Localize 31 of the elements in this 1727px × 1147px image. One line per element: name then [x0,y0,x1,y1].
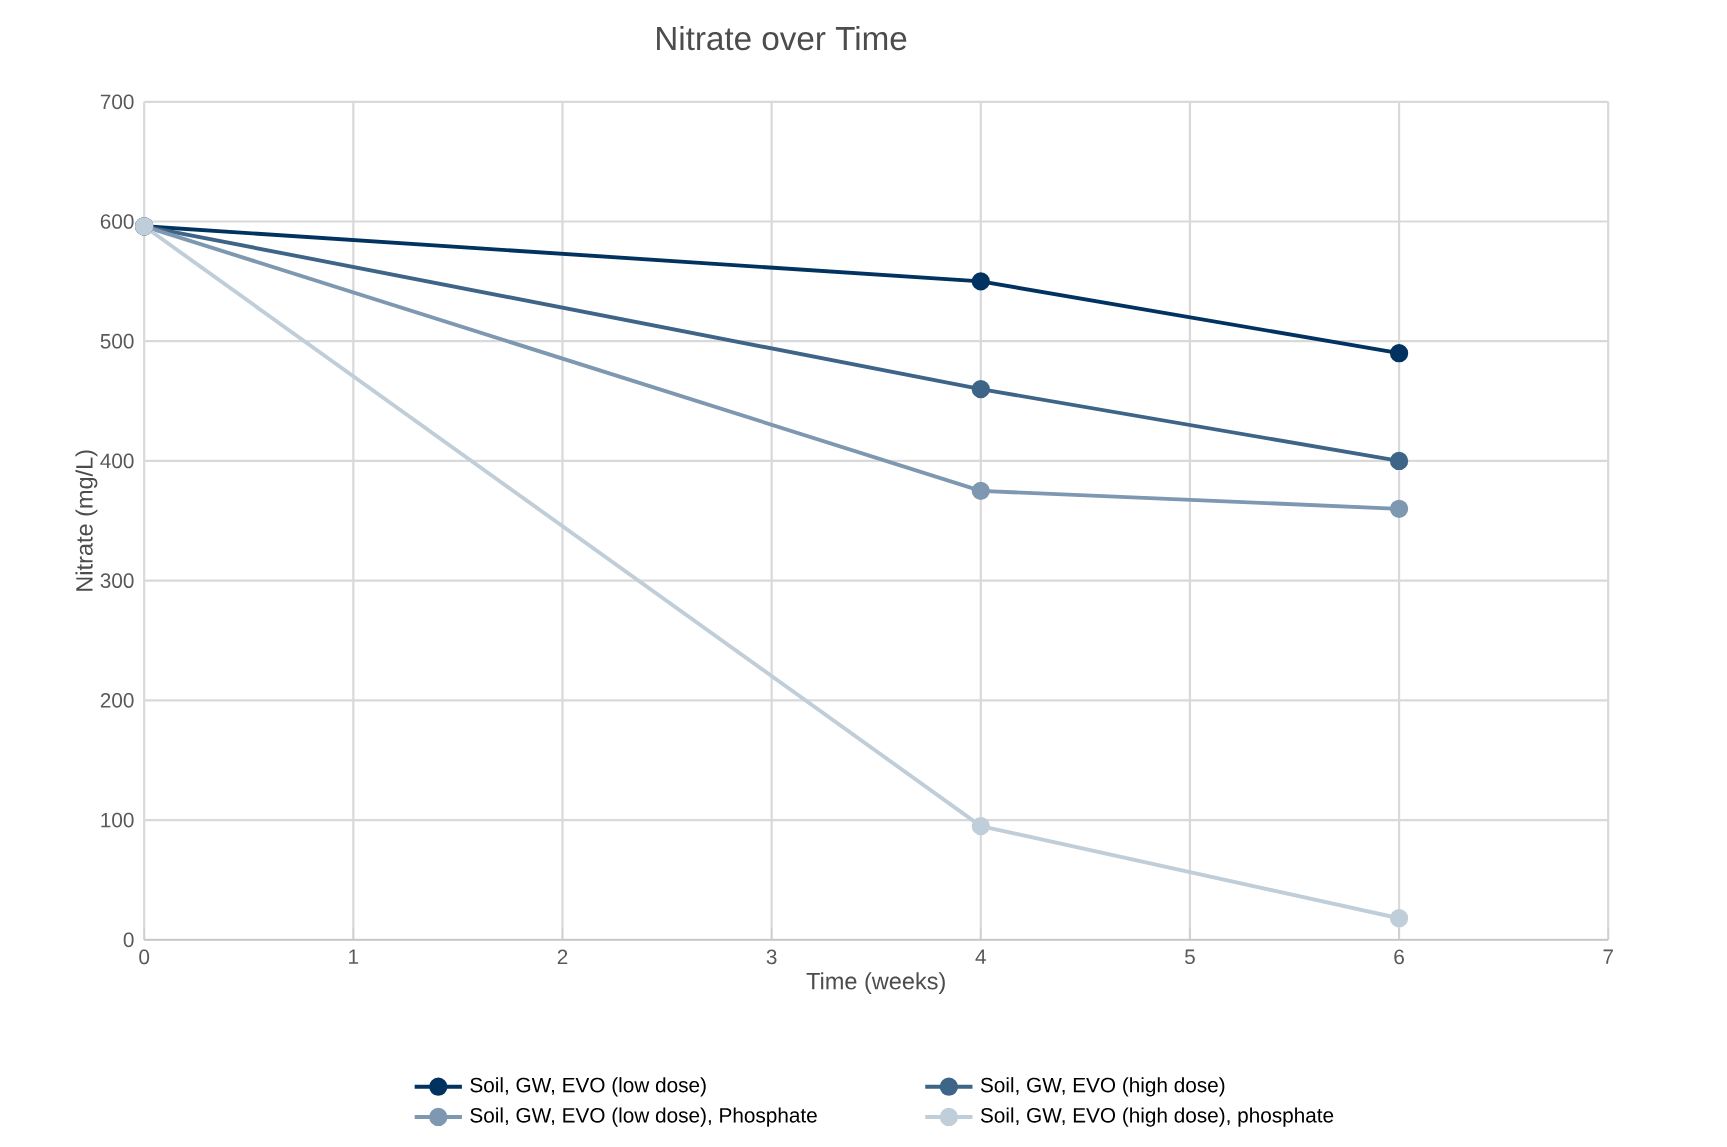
x-tick-label: 4 [975,949,986,964]
point [971,379,990,399]
x-tick-label: 1 [349,949,359,964]
x-tick-label: 5 [1184,949,1195,965]
y-tick-label: 100 [101,812,134,828]
y-tick-label: 0 [123,932,134,948]
legend-label: Soil, GW, EVO (high dose), phosphate [980,1107,1334,1127]
point [1389,499,1409,518]
chart-title: Nitrate over Time [657,25,907,51]
x-tick-label: 3 [766,949,777,965]
legend-label: Soil, GW, EVO (high dose) [980,1077,1225,1097]
y-tick-label: 300 [100,573,134,589]
point [1389,451,1409,471]
point [971,272,990,291]
y-tick-label: 700 [100,94,134,110]
point [1389,909,1409,928]
legend-label: Soil, GW, EVO (low dose), Phosphate [470,1107,817,1127]
y-tick-label: 400 [100,453,134,469]
y-tick-label: 600 [100,214,134,229]
x-tick-label: 2 [557,949,568,965]
point [971,816,990,836]
x-tick-label: 6 [1394,949,1404,965]
x-axis-title: Time (weeks) [806,972,945,995]
legend-label: Soil, GW, EVO (low dose) [470,1077,706,1097]
point [1389,344,1409,363]
y-tick-label: 500 [100,333,134,349]
x-tick-label: 0 [139,949,150,965]
y-tick-label: 200 [100,693,134,708]
x-tick-label: 7 [1603,949,1613,964]
y-axis-title: Nitrate (mg/L) [75,450,98,591]
point [971,481,990,500]
